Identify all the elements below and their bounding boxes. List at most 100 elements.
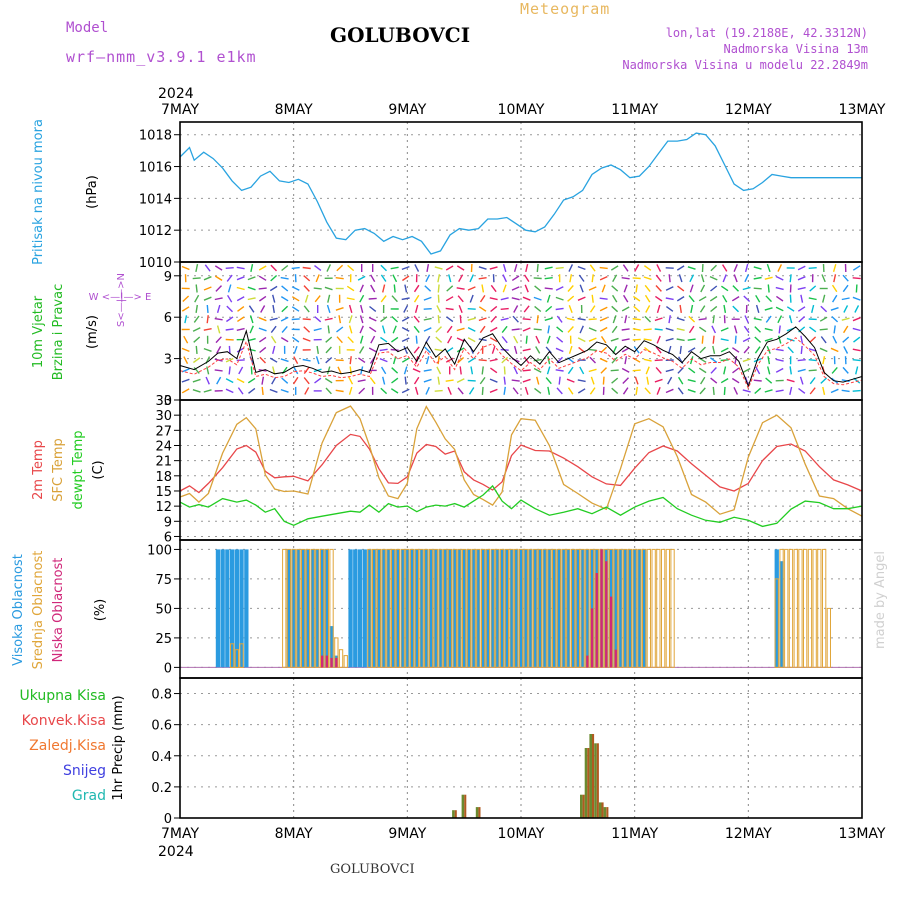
wind-arrow — [665, 337, 674, 342]
cloud-mid-bar — [414, 548, 420, 668]
wind-arrow — [588, 286, 597, 291]
wind-arrow — [270, 325, 277, 334]
wind-arrow — [359, 294, 365, 303]
wind-arrow — [830, 307, 839, 311]
wind-arrow — [852, 389, 861, 392]
pressure-axis-title: Pritisak na nivou mora — [31, 119, 46, 265]
wind-arrow — [819, 347, 828, 353]
wind-arrow — [393, 284, 396, 293]
cloud-mid-bar — [282, 548, 287, 668]
wind-arrow — [623, 294, 629, 303]
cloud-high-bar — [324, 549, 329, 668]
wind-arrow — [335, 277, 344, 280]
wind-arrow — [688, 325, 695, 334]
cloud-low-bar — [590, 608, 594, 668]
wind-arrow — [280, 388, 289, 393]
wind-arrow — [556, 315, 563, 323]
cloud-mid-bar — [575, 548, 581, 668]
wind-arrow — [852, 296, 861, 301]
wind-arrow — [261, 386, 264, 395]
wind-arrow — [303, 326, 311, 333]
wind-arrow — [601, 284, 606, 293]
wind-arrow — [469, 274, 475, 283]
cloud-mid-bar — [651, 548, 656, 668]
wind-arrow — [655, 346, 662, 354]
wind-arrow — [412, 368, 421, 373]
cloud-mid-bar — [409, 548, 415, 668]
wind-arrow — [236, 359, 245, 362]
wind-arrow — [302, 337, 311, 342]
precip-conv-bar — [601, 802, 604, 818]
wind-arrow — [800, 294, 804, 303]
wind-arrow — [214, 297, 223, 301]
wind-arrow — [490, 315, 497, 323]
wind-arrow — [502, 274, 508, 283]
cloud-high-bar — [452, 549, 457, 668]
wind-arrow — [293, 366, 299, 375]
wind-arrow — [401, 316, 410, 322]
wind-arrow — [632, 338, 641, 341]
wind-arrow — [324, 317, 333, 321]
cloud-unit-label: (%) — [93, 599, 108, 622]
wind-arrow — [602, 376, 605, 385]
wind-arrow — [401, 326, 410, 332]
wind-arrow — [214, 275, 223, 281]
wind-arrow — [764, 337, 773, 342]
wind-arrow — [765, 377, 773, 384]
wind-arrow — [272, 345, 276, 354]
cloud-mid-bar — [807, 548, 813, 668]
wind-arrow — [754, 346, 761, 354]
wind-arrow — [698, 318, 707, 321]
wind-arrow — [579, 284, 584, 293]
wind-arrow — [423, 369, 432, 372]
wind-arrow — [819, 328, 828, 331]
wind-arrow — [359, 284, 364, 293]
wind-arrow — [591, 294, 594, 303]
cloud-high-bar — [485, 549, 490, 668]
wind-arrow — [555, 307, 564, 311]
wind-arrow — [633, 305, 641, 313]
cloud-high-bar — [504, 549, 509, 668]
wind-arrow — [349, 366, 352, 375]
wind-arrow — [841, 297, 850, 301]
wind-arrow — [270, 274, 278, 282]
wind-arrow — [459, 366, 462, 375]
precip-total-bar — [584, 748, 588, 818]
cloud-mid-bar — [291, 548, 296, 668]
wind-arrow — [349, 356, 352, 365]
wind-arrow — [214, 265, 223, 271]
wind-arrow — [766, 263, 771, 273]
wind-arrow — [800, 345, 803, 354]
wind-arrow — [325, 387, 332, 395]
wind-arrow — [778, 325, 781, 334]
legend-frozen-precip: Zaledj.Kisa — [29, 738, 106, 754]
cloud-high-bar — [329, 626, 334, 668]
wind-arrow — [281, 305, 289, 313]
wind-arrow — [755, 304, 760, 313]
wind-arrow — [478, 317, 487, 322]
wind-arrow — [215, 285, 223, 292]
cloud-high-bar — [457, 549, 462, 668]
cloud-mid-bar — [234, 649, 239, 668]
wind-arrow — [775, 389, 784, 393]
wind-arrow — [611, 356, 618, 364]
precip-conv-bar — [582, 794, 585, 818]
wind-arrow — [720, 327, 729, 332]
wind-arrow — [348, 386, 353, 395]
cloud-high-bar — [495, 549, 500, 668]
wind-arrow — [336, 326, 344, 333]
time-tick-top: 12MAY — [725, 102, 772, 118]
wind-arrow — [712, 335, 715, 344]
wind-arrow — [611, 305, 619, 313]
wind-arrow — [689, 274, 695, 283]
cloud-mid-bar — [518, 548, 524, 668]
cloud-mid-bar — [466, 548, 472, 668]
wind-arrow — [247, 338, 256, 342]
wind-arrow — [754, 336, 762, 343]
wind-arrow — [247, 297, 256, 301]
wind-direction-legend-we: W <—|—> E — [89, 292, 152, 303]
wind-arrow — [413, 346, 420, 354]
legend-snow: Snijeg — [63, 763, 106, 779]
wind-arrow — [214, 358, 223, 362]
wind-arrow — [215, 336, 222, 344]
